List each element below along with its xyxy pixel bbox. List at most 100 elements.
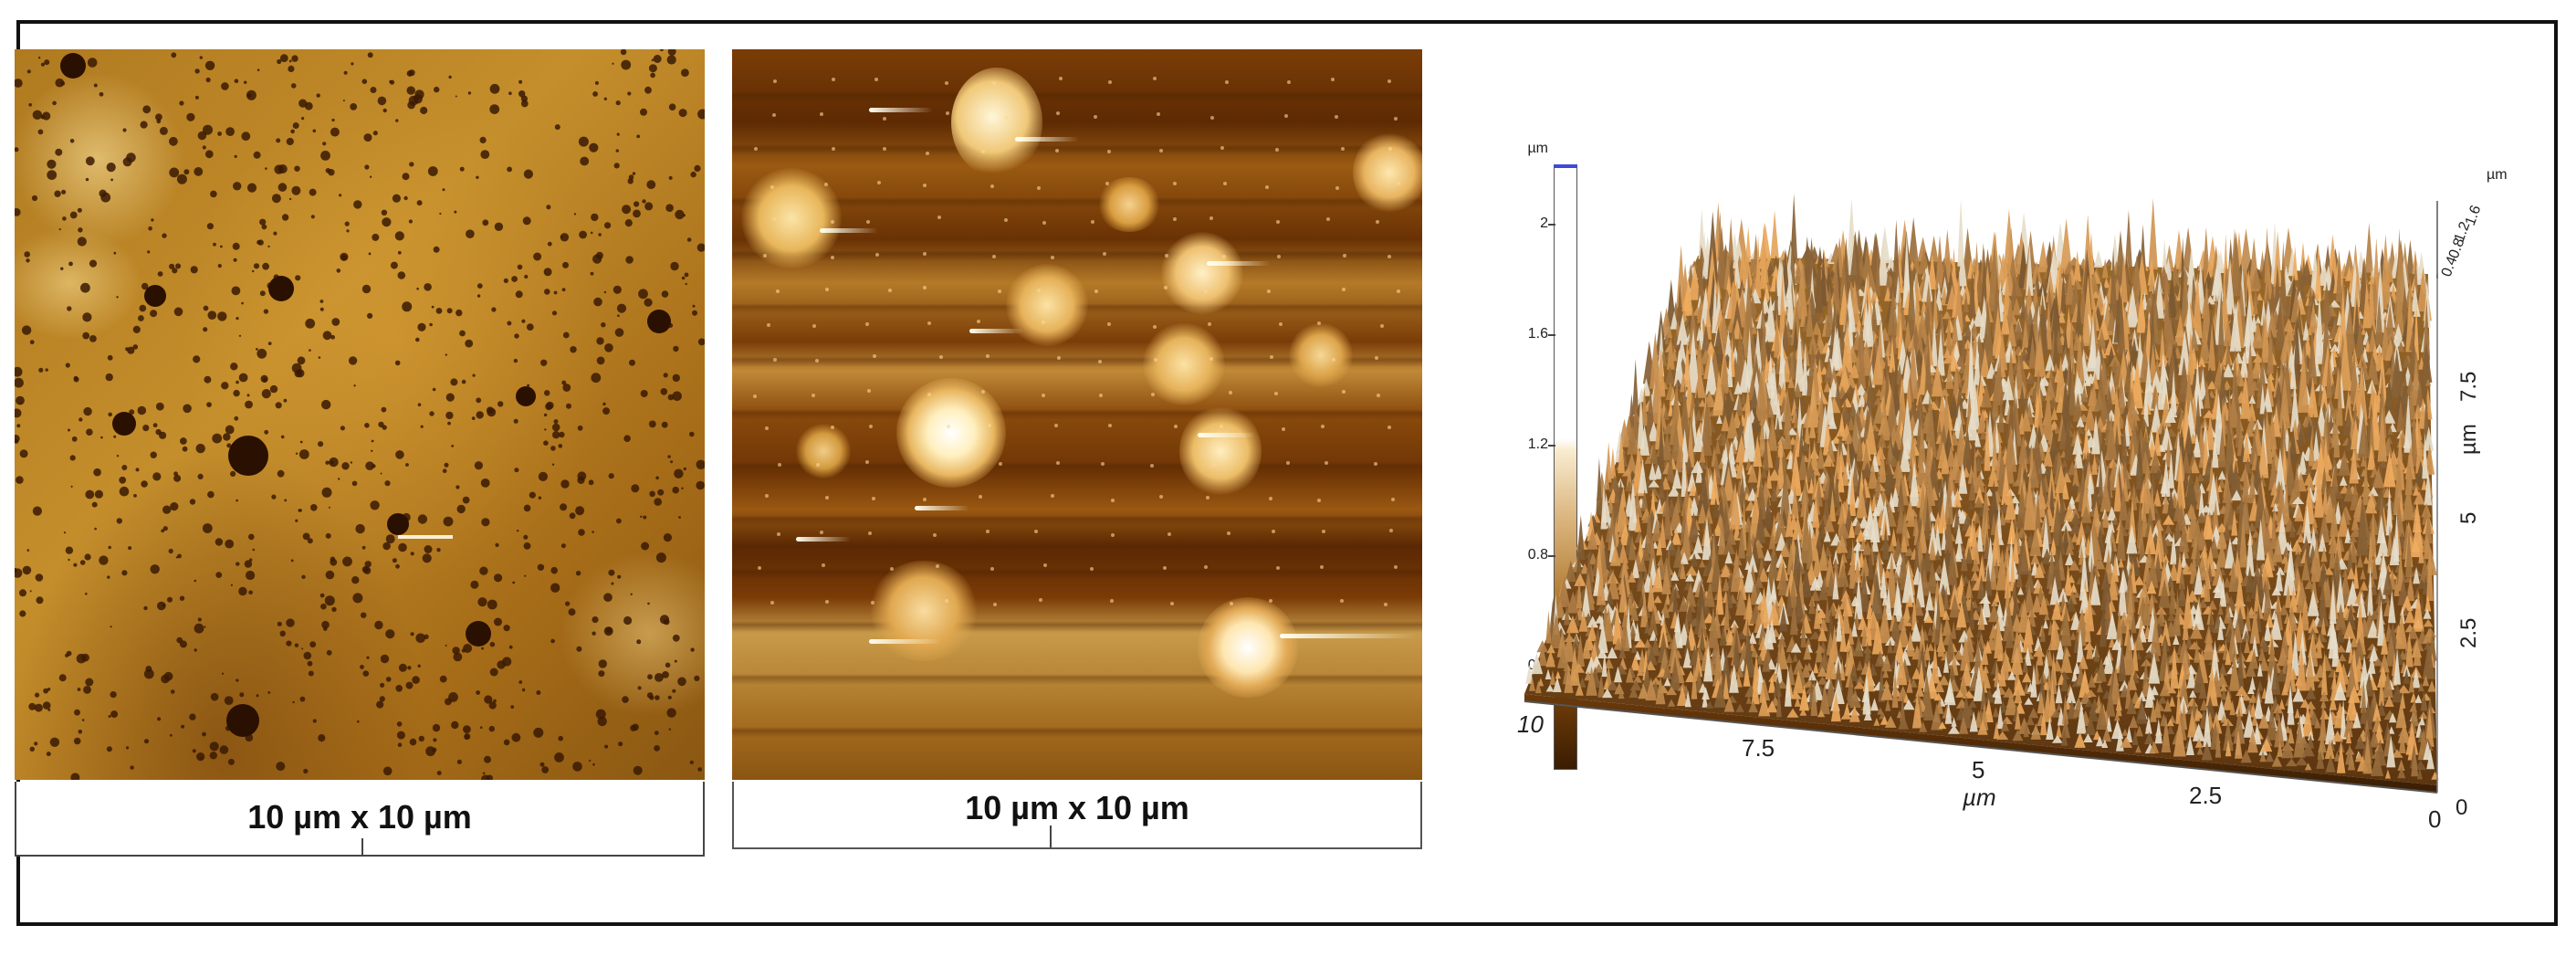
surface-spike bbox=[1744, 226, 1752, 263]
pore bbox=[248, 533, 255, 541]
surface-spike bbox=[1965, 406, 1979, 441]
surface-spike bbox=[2306, 480, 2317, 491]
scan-dot bbox=[764, 426, 769, 430]
surface-spike bbox=[1638, 557, 1648, 573]
surface-spike bbox=[2128, 496, 2137, 542]
pore bbox=[405, 463, 409, 467]
surface-spike bbox=[2094, 389, 2105, 411]
surface-spike bbox=[2404, 607, 2415, 624]
pore bbox=[85, 593, 88, 595]
surface-spike bbox=[2219, 578, 2227, 607]
scan-dot bbox=[1282, 426, 1286, 431]
pore bbox=[226, 443, 232, 448]
pore bbox=[36, 596, 44, 605]
pore bbox=[162, 233, 167, 238]
pore bbox=[126, 746, 130, 750]
surface-spike bbox=[2305, 463, 2312, 475]
surface-spike bbox=[2153, 510, 2163, 524]
pore bbox=[507, 166, 512, 173]
pore bbox=[26, 258, 30, 263]
pore bbox=[552, 431, 560, 439]
pore bbox=[640, 515, 643, 518]
surface-spike bbox=[1747, 553, 1758, 573]
surface-spike bbox=[2173, 521, 2183, 541]
scan-dot bbox=[1324, 460, 1328, 465]
surface-spike bbox=[2257, 558, 2264, 604]
pore bbox=[132, 344, 139, 350]
scan-streak bbox=[1280, 634, 1417, 638]
surface-spike bbox=[1965, 579, 1974, 599]
surface-spike bbox=[2126, 524, 2138, 554]
pore bbox=[238, 586, 247, 596]
surface-spike bbox=[1892, 536, 1904, 563]
pore bbox=[590, 231, 593, 235]
surface-spike bbox=[1775, 398, 1783, 430]
scan-dot bbox=[868, 424, 873, 428]
surface-spike bbox=[2424, 278, 2431, 328]
surface-spike bbox=[2333, 409, 2340, 457]
surface-spike bbox=[1764, 549, 1773, 562]
surface-spike bbox=[2023, 386, 2029, 416]
scan-dot bbox=[998, 461, 1002, 466]
surface-spike bbox=[1984, 410, 1991, 471]
pore bbox=[514, 333, 519, 339]
pore bbox=[193, 355, 201, 363]
surface-spike bbox=[2025, 566, 2036, 594]
surface-spike bbox=[2089, 574, 2101, 605]
scan-dot bbox=[1102, 252, 1106, 257]
scan-dot bbox=[1387, 426, 1392, 430]
surface-spike bbox=[1690, 552, 1699, 567]
pore bbox=[442, 468, 447, 473]
surface-spike bbox=[2267, 318, 2274, 374]
pore bbox=[361, 79, 368, 84]
surface-spike bbox=[2246, 521, 2257, 531]
surface-spike bbox=[2271, 585, 2282, 596]
surface-spike bbox=[2076, 415, 2085, 427]
surface-spike bbox=[1815, 252, 1824, 313]
scan-dot bbox=[1225, 79, 1230, 84]
surface-spike bbox=[2291, 566, 2304, 592]
pore bbox=[559, 431, 565, 438]
surface-spike bbox=[2248, 468, 2257, 504]
surface-spike bbox=[2193, 433, 2202, 457]
scan-dot bbox=[1274, 148, 1279, 152]
surface-spike bbox=[2356, 363, 2368, 420]
surface-spike bbox=[1968, 500, 1974, 510]
surface-spike bbox=[1789, 448, 1802, 496]
surface-spike bbox=[1928, 539, 1937, 561]
surface-spike bbox=[1641, 377, 1651, 396]
pore bbox=[346, 229, 350, 233]
pore bbox=[325, 168, 331, 174]
surface-spike bbox=[2202, 226, 2210, 279]
pore bbox=[414, 89, 424, 100]
surface-spike bbox=[1957, 247, 1967, 287]
surface-spike bbox=[1845, 438, 1851, 472]
pore bbox=[107, 354, 113, 361]
surface-spike bbox=[1901, 398, 1913, 449]
pore bbox=[194, 68, 200, 74]
pore bbox=[395, 450, 404, 459]
pore bbox=[84, 553, 91, 561]
pore bbox=[244, 80, 247, 84]
pore bbox=[291, 363, 302, 373]
surface-spike bbox=[2194, 357, 2202, 417]
surface-spike bbox=[1776, 448, 1785, 489]
surface-spike bbox=[2091, 415, 2100, 455]
surface-spike bbox=[2252, 289, 2259, 305]
pore bbox=[83, 686, 91, 694]
pore bbox=[667, 394, 675, 401]
surface-spike bbox=[2403, 393, 2413, 453]
surface-spike bbox=[2321, 343, 2335, 387]
surface-spike bbox=[2020, 408, 2032, 432]
surface-spike bbox=[2164, 244, 2174, 272]
pore bbox=[63, 531, 67, 534]
surface-spike bbox=[2296, 533, 2306, 542]
pore bbox=[252, 269, 255, 273]
surface-spike bbox=[2204, 550, 2211, 602]
pore bbox=[197, 131, 207, 141]
pore bbox=[480, 478, 490, 488]
surface-spike bbox=[2045, 353, 2056, 372]
surface-spike bbox=[1733, 255, 1742, 289]
surface-spike bbox=[2043, 445, 2053, 468]
pore bbox=[487, 407, 497, 417]
